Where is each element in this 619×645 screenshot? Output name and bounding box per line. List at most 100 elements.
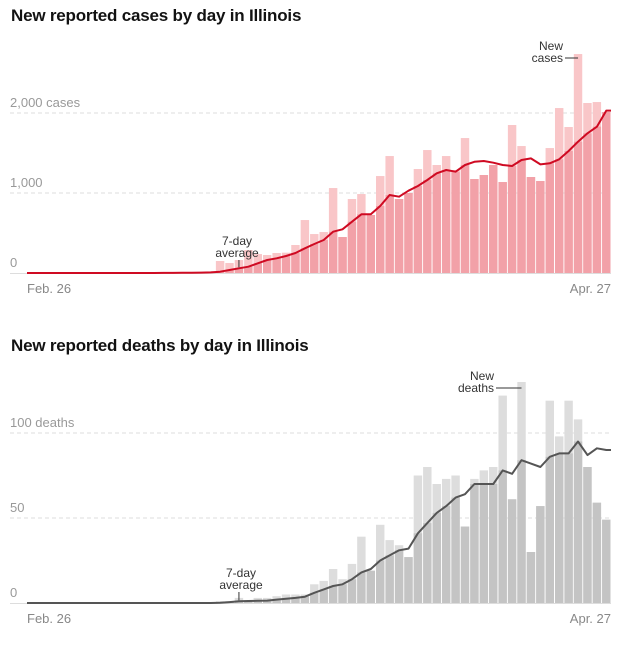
y-tick-label: 2,000 cases (10, 95, 81, 110)
bar-under-average (319, 589, 328, 603)
bar-new (215, 261, 225, 273)
bar-under-average (526, 552, 536, 603)
y-tick-label: 50 (10, 500, 24, 515)
bar-under-average (347, 579, 357, 603)
bar-under-average (460, 165, 470, 273)
bars-annotation-line1: New (470, 369, 494, 383)
average-annotation-line2: average (219, 578, 263, 592)
bars-group (215, 382, 611, 603)
bar-under-average (583, 133, 592, 273)
bar-under-average (413, 186, 423, 273)
bar-under-average (441, 506, 451, 603)
bar-under-average (432, 512, 441, 603)
y-tick-label: 100 deaths (10, 415, 75, 430)
bar-under-average (479, 484, 489, 603)
bar-under-average (300, 596, 310, 603)
bar-under-average (451, 171, 460, 273)
bar-under-average (460, 526, 470, 603)
bar-under-average (225, 270, 234, 273)
y-tick-label: 0 (10, 585, 17, 600)
bar-under-average (423, 180, 432, 273)
bar-under-average (291, 253, 300, 273)
seven-day-average-line (27, 109, 611, 274)
bar-under-average (262, 600, 272, 603)
bar-under-average (253, 600, 262, 603)
bar-under-average (498, 182, 507, 273)
x-end-label: Apr. 27 (570, 281, 611, 296)
bars-annotation-line2: deaths (458, 381, 494, 395)
bar-under-average (489, 165, 498, 273)
bar-under-average (357, 214, 366, 273)
bar-under-average (272, 258, 281, 273)
bar-under-average (281, 256, 291, 273)
bar-under-average (244, 601, 253, 603)
bar-under-average (564, 151, 573, 273)
bar-under-average (366, 215, 376, 273)
bar-under-average (272, 599, 281, 603)
x-start-label: Feb. 26 (27, 281, 71, 296)
bar-under-average (357, 572, 366, 603)
bar-under-average (479, 175, 489, 273)
bar-under-average (602, 519, 611, 603)
deaths-chart-title: New reported deaths by day in Illinois (11, 336, 309, 355)
bars-annotation-line1: New (539, 39, 563, 53)
bar-under-average (394, 550, 404, 603)
bar-under-average (507, 166, 517, 273)
bar-under-average (554, 453, 564, 603)
bar-under-average (545, 163, 554, 273)
bar-under-average (413, 533, 423, 603)
bar-under-average (441, 170, 451, 273)
cases-chart-title: New reported cases by day in Illinois (11, 6, 302, 25)
bar-under-average (310, 592, 319, 603)
bar-under-average (451, 497, 460, 603)
bar-under-average (347, 221, 357, 273)
bar-new (300, 220, 310, 273)
average-annotation-line1: 7-day (226, 566, 256, 580)
bar-under-average (376, 560, 385, 603)
bar-under-average (385, 555, 394, 603)
bar-under-average (432, 173, 441, 273)
bar-under-average (423, 523, 432, 603)
bar-under-average (338, 584, 347, 603)
bar-under-average (470, 484, 479, 603)
bar-new (357, 536, 366, 603)
bar-under-average (319, 240, 328, 273)
x-end-label: Apr. 27 (570, 611, 611, 626)
bar-under-average (404, 557, 413, 603)
y-tick-label: 0 (10, 255, 17, 270)
bar-under-average (253, 263, 262, 273)
bar-under-average (376, 206, 385, 273)
bar-under-average (338, 237, 347, 273)
bar-under-average (234, 268, 244, 273)
bar-under-average (262, 260, 272, 273)
bar-under-average (244, 266, 253, 273)
bar-under-average (385, 195, 394, 273)
bar-under-average (507, 499, 517, 603)
bar-under-average (470, 179, 479, 273)
bar-under-average (300, 248, 310, 273)
bar-under-average (328, 586, 338, 603)
bar-under-average (583, 467, 592, 603)
y-tick-label: 1,000 (10, 175, 43, 190)
bar-under-average (366, 570, 376, 603)
bar-new (244, 250, 253, 273)
x-start-label: Feb. 26 (27, 611, 71, 626)
bar-under-average (526, 177, 536, 273)
bar-under-average (517, 160, 526, 273)
bar-under-average (394, 199, 404, 273)
bar-under-average (536, 181, 545, 273)
bar-under-average (592, 502, 602, 603)
bar-new (225, 263, 234, 273)
bars-annotation-line2: cases (532, 51, 563, 65)
average-annotation-line1: 7-day (222, 234, 252, 248)
bar-under-average (545, 456, 554, 603)
bar-under-average (310, 244, 319, 273)
bar-under-average (536, 506, 545, 603)
bar-under-average (328, 231, 338, 273)
bar-under-average (489, 484, 498, 603)
bar-under-average (281, 598, 291, 603)
bar-new (328, 188, 338, 273)
bar-under-average (404, 193, 413, 273)
seven-day-average-line (27, 440, 611, 604)
